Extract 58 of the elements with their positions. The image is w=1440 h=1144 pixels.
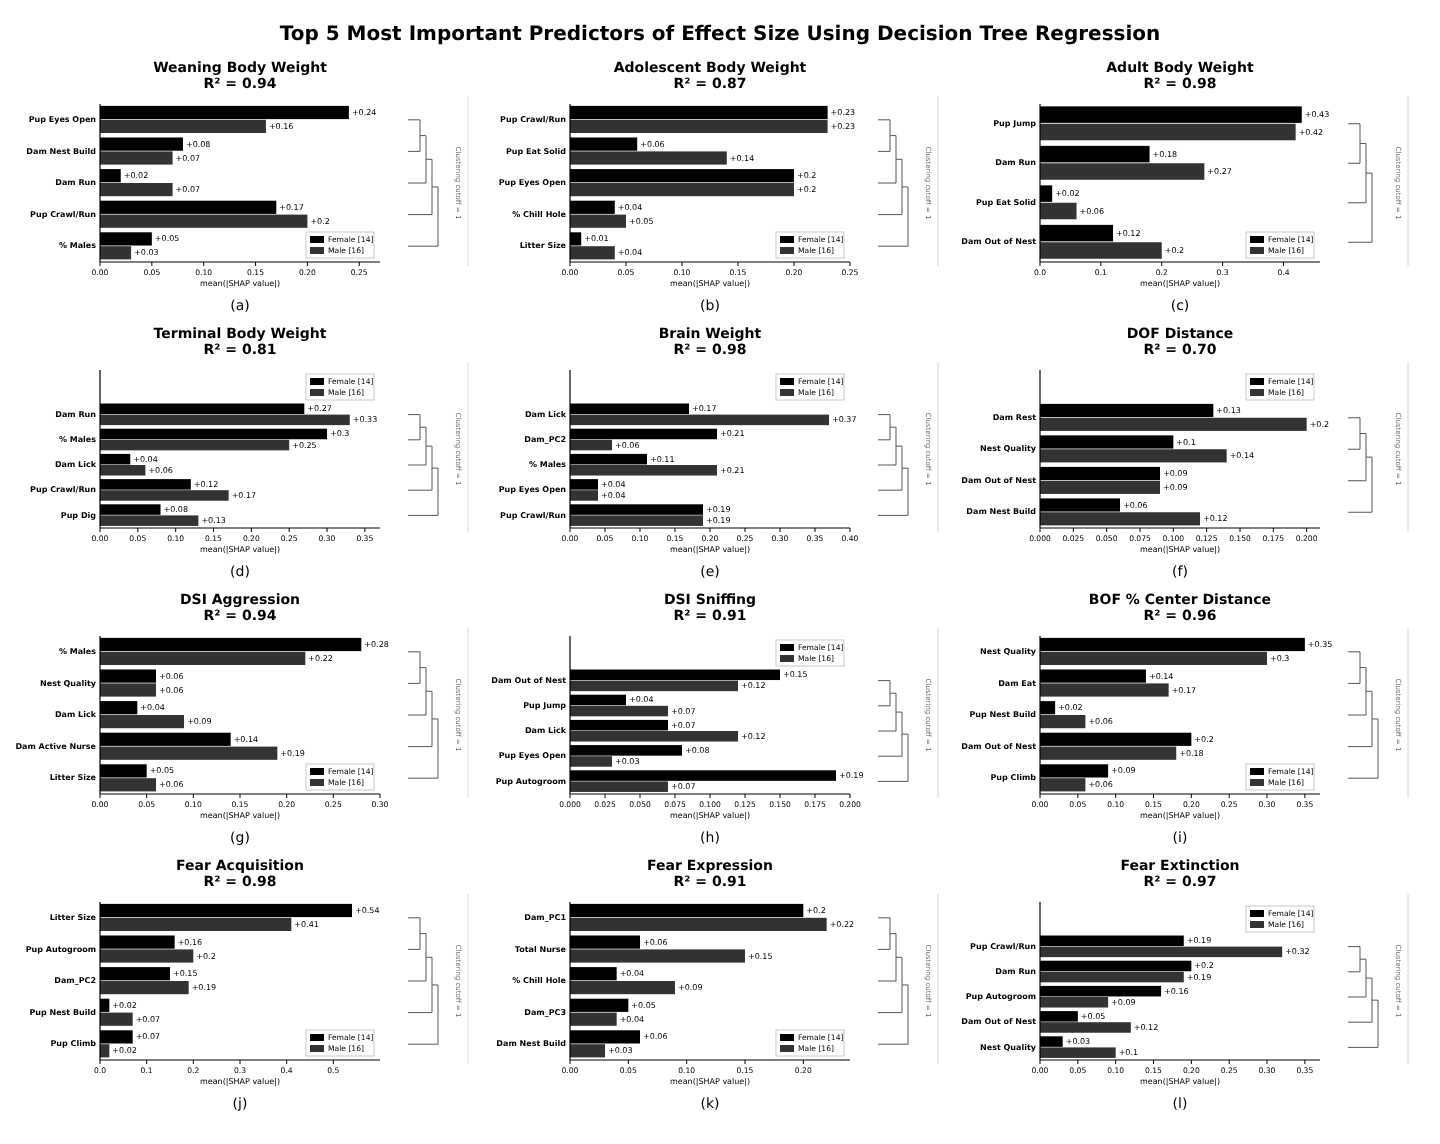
bar [570, 151, 727, 165]
bar [1040, 480, 1160, 494]
bar [100, 949, 194, 963]
bar [570, 414, 829, 426]
bar [1040, 449, 1227, 463]
bar [1040, 1022, 1131, 1033]
bar [570, 705, 668, 717]
bar [100, 119, 266, 134]
bar [570, 214, 626, 228]
bar [1040, 1047, 1116, 1058]
bar [100, 246, 132, 260]
bar [1040, 417, 1307, 431]
bar [100, 414, 350, 426]
bar [1040, 651, 1268, 666]
bar [570, 246, 615, 260]
bar [100, 183, 173, 197]
bar [100, 917, 292, 932]
bar [100, 490, 229, 501]
bar [1040, 778, 1086, 792]
bar [1040, 997, 1109, 1008]
bar [570, 515, 703, 526]
bar [100, 746, 278, 760]
bar [1040, 971, 1184, 983]
bar [100, 683, 156, 697]
bar [1040, 946, 1283, 958]
bar [1040, 123, 1296, 141]
bar [570, 680, 738, 692]
bar [1040, 683, 1169, 697]
bar [1040, 715, 1086, 729]
bar [100, 715, 184, 729]
bar [570, 917, 827, 932]
bar [1040, 746, 1177, 760]
bar [570, 756, 612, 767]
bar [570, 183, 794, 197]
text: Top 5 Most Important Predictors of Effect Size Using Decision Tree Regression [279, 24, 1161, 46]
bar [100, 778, 156, 792]
bar [570, 465, 717, 476]
bar [1040, 242, 1162, 259]
bar [570, 1012, 617, 1026]
bar [570, 439, 612, 451]
bar [100, 214, 308, 228]
bar [100, 439, 290, 451]
bar [100, 465, 146, 476]
bar [1040, 163, 1205, 180]
bar [570, 490, 598, 501]
bar [570, 781, 668, 792]
bar [570, 119, 828, 134]
bar [100, 651, 306, 666]
bar [570, 1044, 605, 1058]
bar [1040, 512, 1200, 526]
bar [570, 981, 675, 995]
bar [100, 515, 199, 526]
bar [570, 731, 738, 742]
bar [570, 949, 745, 963]
bar [100, 151, 173, 165]
bar [1040, 202, 1077, 220]
bar [100, 1012, 133, 1026]
bar [100, 981, 189, 995]
